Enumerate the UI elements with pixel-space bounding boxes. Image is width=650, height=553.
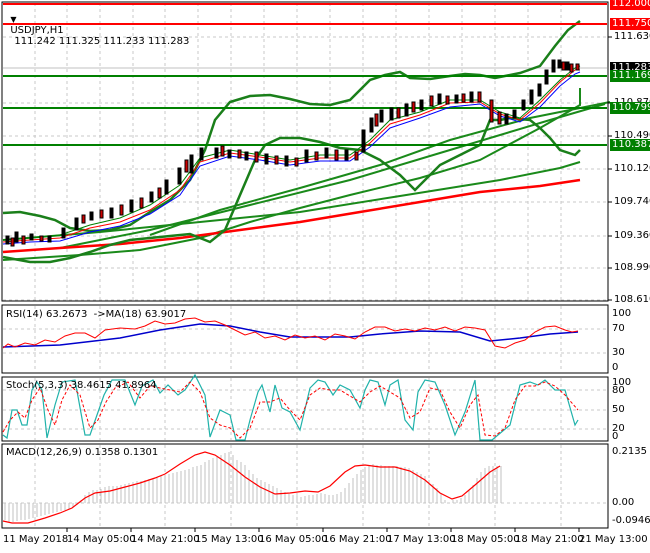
time-axis-ticks bbox=[2, 527, 608, 532]
price-label-110799: 110.799 bbox=[610, 102, 650, 114]
time-label: 16 May 05:00 bbox=[259, 534, 328, 545]
price-tick: 109.740 bbox=[614, 196, 650, 207]
collapse-triangle-icon[interactable]: ▼ bbox=[10, 15, 17, 24]
macd-tick: -0.0946 bbox=[612, 515, 650, 526]
price-tick: 108.610 bbox=[614, 294, 650, 305]
price-tick: 109.360 bbox=[614, 230, 650, 241]
price-grid bbox=[3, 3, 607, 301]
stoch-tick: 50 bbox=[612, 404, 625, 415]
stoch-tick: 80 bbox=[612, 385, 625, 396]
candlesticks bbox=[5, 59, 580, 247]
ma-slow-blue bbox=[2, 71, 581, 245]
price-axis bbox=[607, 2, 612, 301]
time-label: 15 May 13:00 bbox=[195, 534, 264, 545]
price-label-110387: 110.387 bbox=[610, 139, 650, 151]
rsi-tick: 100 bbox=[612, 308, 632, 319]
rsi-line bbox=[2, 317, 579, 349]
time-label: 21 May 13:00 bbox=[579, 534, 648, 545]
price-tick: 108.990 bbox=[614, 262, 650, 273]
stoch-signal-line bbox=[2, 381, 579, 439]
stoch-main-line bbox=[2, 373, 579, 441]
stoch-tick: 20 bbox=[612, 423, 625, 434]
price-tick: 111.630 bbox=[614, 31, 650, 42]
macd-title: MACD(12,26,9) 0.1358 0.1301 bbox=[6, 447, 159, 458]
rsi-ma-line bbox=[2, 323, 579, 348]
moving-averages-long bbox=[2, 88, 611, 261]
rsi-grid bbox=[3, 306, 607, 372]
rsi-panel[interactable] bbox=[1, 304, 609, 374]
macd-panel[interactable] bbox=[1, 443, 609, 529]
macd-tick: 0.00 bbox=[612, 497, 635, 508]
macd-tick: 0.2135 bbox=[612, 446, 647, 457]
stoch-tick: 100 bbox=[612, 377, 632, 388]
chart-header: ▼ USDJPY,H1 111.242 111.325 111.233 111.… bbox=[4, 3, 189, 47]
time-label: 16 May 21:00 bbox=[323, 534, 392, 545]
price-tick: 110.120 bbox=[614, 163, 650, 174]
rsi-tick: 0 bbox=[612, 362, 619, 373]
time-label: 17 May 13:00 bbox=[387, 534, 456, 545]
price-label-111169: 111.169 bbox=[610, 70, 650, 82]
macd-signal-line bbox=[2, 451, 501, 524]
ohlc-values: 111.242 111.325 111.233 111.283 bbox=[14, 36, 190, 47]
time-label: 18 May 21:00 bbox=[515, 534, 584, 545]
price-label-111750: 111.750 bbox=[610, 18, 650, 30]
stoch-title: Stoch(5,3,3) 38.4615 41.8964 bbox=[6, 380, 157, 391]
stoch-panel[interactable] bbox=[1, 373, 609, 442]
time-label: 11 May 2018 bbox=[3, 534, 69, 545]
rsi-title: RSI(14) 63.2673 ->MA(18) 63.9017 bbox=[6, 309, 187, 320]
stoch-tick: 0 bbox=[612, 431, 619, 442]
time-label: 14 May 05:00 bbox=[67, 534, 136, 545]
price-panel[interactable] bbox=[1, 1, 612, 302]
rsi-tick: 70 bbox=[612, 323, 625, 334]
ma-200-red bbox=[2, 178, 581, 254]
symbol-title: USDJPY,H1 bbox=[10, 25, 64, 36]
time-label: 18 May 05:00 bbox=[451, 534, 520, 545]
rsi-tick: 30 bbox=[612, 347, 625, 358]
time-label: 14 May 21:00 bbox=[131, 534, 200, 545]
price-tick: 110.490 bbox=[614, 130, 650, 141]
price-label-112000: 112.000 bbox=[610, 0, 650, 10]
